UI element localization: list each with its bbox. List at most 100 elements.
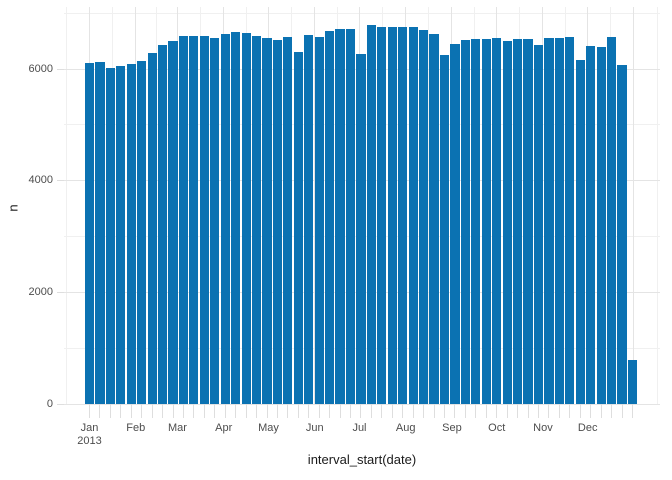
x-axis-tick [130,404,132,418]
x-axis-tick [193,404,195,418]
bar [617,65,627,404]
bar [168,41,178,404]
gridline-x-major [405,7,407,404]
bar [606,36,617,404]
y-tick-label-2000: 2000 [28,285,53,298]
gridline-x-major [177,7,178,404]
x-axis-tick [600,404,602,418]
bar [481,38,491,404]
bar [283,37,293,404]
bar [199,36,209,404]
bar [627,359,638,404]
bar [533,44,544,404]
x-tick-label-aug: Aug [395,422,416,434]
x-axis-tick [287,404,289,418]
gridline-y-major [64,291,660,293]
gridline-x-minor [610,7,612,404]
gridline-y-minor [64,124,660,126]
x-tick-label-oct: Oct [488,422,506,434]
x-axis-tick [381,404,383,418]
gridline-x-minor [473,7,475,404]
y-axis-tick [57,403,64,405]
x-axis-tick [172,404,174,418]
gridline-x-major [633,7,635,404]
x-axis-tick [485,404,487,418]
y-tick-label-6000: 6000 [28,62,53,75]
gridline-x-minor [65,7,67,404]
bar [84,62,95,404]
x-axis-tick [266,404,268,418]
x-axis-tick [308,404,310,418]
x-axis-tick [99,404,101,418]
bar [137,61,147,404]
x-axis-tick [412,404,414,418]
x-axis-tick [423,404,425,418]
gridline-x-major [135,7,137,404]
x-axis-tick [297,404,299,418]
x-axis-tick [182,404,184,418]
bar [262,38,272,404]
gridline-x-minor [519,7,521,404]
bar [460,40,470,404]
x-axis-tick [120,404,122,418]
x-tick-label-mar: Mar [168,422,187,434]
y-axis-title: n [5,204,21,212]
x-axis-tick [464,404,466,418]
bar [356,54,366,404]
x-axis-tick [590,404,592,418]
gridline-x-major [223,7,225,404]
bar [126,64,136,404]
x-tick-label-sep: Sep [442,422,462,434]
x-axis-tick [224,404,226,418]
bar [189,36,199,404]
x-tick-label-feb: Feb [126,422,146,434]
x-axis-tick [611,404,613,418]
x-axis-tick [360,404,362,418]
bar [544,38,554,404]
gridline-x-minor [245,7,247,404]
x-axis-tick [454,404,456,418]
gridline-x-minor [112,7,114,404]
x-axis-tick [579,404,581,418]
x-axis-tick [350,404,352,418]
x-axis-tick [235,404,237,418]
x-axis-tick [496,404,498,418]
gridline-y-major [64,68,660,70]
x-axis-tick [276,404,278,418]
x-axis-tick [89,404,90,418]
gridline-x-minor [336,7,338,404]
gridline-x-minor [382,7,384,404]
y-axis-tick [57,68,64,70]
x-axis-tick [391,404,393,418]
bar [157,45,168,404]
x-axis-tick [475,404,477,418]
x-axis-tick [245,404,247,418]
x-axis-tick [548,404,550,418]
x-tick-label-may: May [258,422,279,434]
x-axis-title: interval_start(date) [307,452,417,467]
y-axis-tick [57,180,64,182]
bar [565,36,575,404]
gridline-x-major [314,7,316,404]
x-axis-tick [402,404,404,418]
x-axis-tick [151,404,153,418]
bar [293,51,303,404]
x-axis-tick [109,404,111,418]
gridline-x-minor [564,7,566,404]
x-axis-tick [444,404,445,418]
x-tick-label-jul: Jul [352,422,367,434]
gridline-y-minor [64,12,660,14]
bar [471,38,481,404]
gridline-x-minor [156,7,158,404]
x-tick-label-apr: Apr [215,422,233,434]
x-axis-tick [621,404,623,418]
x-axis-tick [537,404,539,418]
bar [502,40,512,404]
gridline-x-major [267,7,269,404]
x-axis-tick [214,404,216,418]
bar [596,47,606,404]
gridline-y-minor [64,347,660,349]
bar [314,36,324,404]
gridline-x-minor [291,7,293,404]
y-tick-label-0: 0 [46,397,53,410]
